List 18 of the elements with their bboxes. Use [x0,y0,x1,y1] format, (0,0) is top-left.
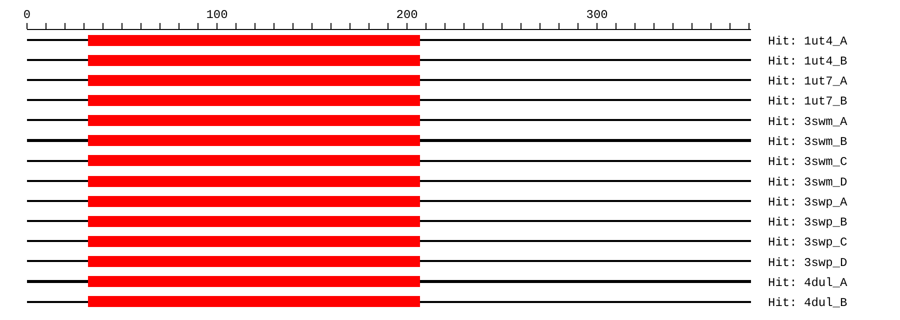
y-tick-label: Hit: 3swm_C [768,155,848,170]
y-tick-label: Hit: 3swp_B [768,216,848,230]
y-tick-label: Hit: 3swp_D [768,256,848,270]
y-tick-label: Hit: 3swp_C [768,236,848,250]
x-tick-label: 200 [396,8,418,22]
y-tick-label: Hit: 4dul_A [768,276,848,290]
y-tick-label: Hit: 1ut4_A [768,34,848,48]
y-tick-label: Hit: 4dul_B [768,296,848,310]
y-tick-label: Hit: 3swm_D [768,175,848,190]
x-tick-label: 0 [23,8,31,22]
y-tick-label: Hit: 1ut7_A [768,74,848,89]
y-tick-label: Hit: 1ut7_B [768,94,848,109]
y-tick-label: Hit: 1ut4_B [768,54,848,68]
x-tick-label: 100 [206,8,228,22]
y-tick-label: Hit: 3swm_B [768,134,848,149]
x-tick-label: 300 [586,8,608,22]
y-tick-label: Hit: 3swp_A [768,195,848,210]
y-tick-label: Hit: 3swm_A [768,114,848,129]
